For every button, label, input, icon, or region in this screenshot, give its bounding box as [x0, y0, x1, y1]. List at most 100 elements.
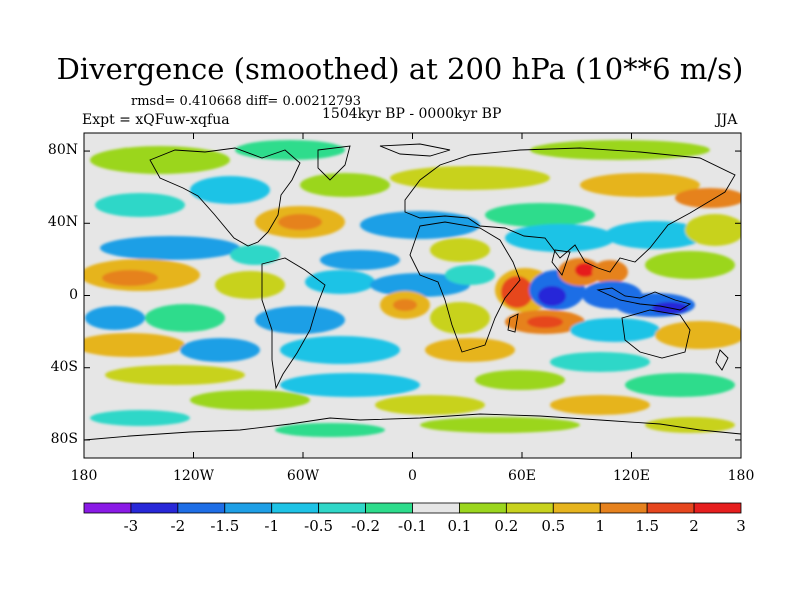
lon-tick-label: 0	[408, 468, 417, 484]
period-label: 1504kyr BP - 0000kyr BP	[322, 106, 502, 122]
field-region	[570, 318, 660, 342]
lat-tick-label: 0	[69, 286, 78, 303]
colorbar-swatch	[130, 502, 179, 514]
field-region	[475, 370, 565, 390]
field-region	[550, 395, 650, 415]
colorbar-swatch	[412, 502, 460, 514]
field-region	[280, 336, 400, 364]
coastline-india	[551, 249, 571, 276]
lon-tick-label: 120E	[613, 468, 650, 484]
field-region	[278, 214, 322, 230]
lon-tick-label: 180	[70, 468, 98, 484]
field-region	[100, 236, 240, 260]
field-region	[527, 316, 563, 328]
colorbar-label: 3	[736, 517, 746, 535]
coastline-eurasia	[404, 147, 736, 273]
field-region	[235, 140, 345, 160]
colorbar-swatch	[177, 502, 226, 514]
field-region	[320, 250, 400, 270]
field-region	[190, 176, 270, 204]
colorbar-label: 0.5	[541, 517, 566, 535]
field-region	[445, 265, 495, 285]
lon-tick-label: 60W	[286, 468, 320, 484]
coastline-africa	[409, 221, 521, 353]
coastline-madagascar	[507, 313, 519, 333]
field-region	[580, 173, 700, 197]
lat-tick-label: 40N	[47, 214, 78, 231]
coastline-new-zealand	[715, 349, 729, 371]
field-region	[675, 188, 741, 208]
lat-tick-label: 80N	[47, 142, 78, 159]
axis-ticks	[83, 133, 742, 458]
divergence-field	[84, 140, 741, 437]
field-region	[102, 270, 158, 286]
colorbar-label: 0.1	[447, 517, 472, 535]
field-region	[530, 140, 710, 160]
field-region	[485, 203, 595, 227]
colorbar-label: -1.5	[210, 517, 240, 535]
field-region	[393, 299, 417, 311]
field-region	[280, 373, 420, 397]
field-region	[230, 245, 280, 265]
field-region	[685, 214, 741, 246]
colorbar-swatch	[552, 502, 601, 514]
colorbar-swatch	[459, 502, 507, 514]
field-region	[84, 333, 185, 357]
experiment-label: Expt = xQFuw-xqfua	[82, 112, 230, 128]
coastline-north-america	[149, 147, 301, 247]
field-region	[375, 395, 485, 415]
field-region	[275, 423, 385, 437]
field-region	[85, 306, 145, 330]
lon-tick-label: 180	[727, 468, 755, 484]
colorbar-label: -1	[264, 517, 280, 535]
coastline-antarctica	[84, 413, 741, 441]
field-region	[180, 338, 260, 362]
colorbar-label: -0.1	[398, 517, 427, 535]
colorbar-label: 2	[689, 517, 699, 535]
lon-tick-label: 60E	[507, 468, 537, 484]
colorbar-swatch	[271, 502, 320, 514]
field-region	[215, 271, 285, 299]
lat-tick-label: 40S	[50, 358, 78, 375]
field-region	[370, 273, 470, 297]
coastline-australia	[621, 309, 691, 359]
field-region	[430, 302, 490, 334]
field-region	[655, 321, 741, 349]
field-region	[95, 193, 185, 217]
field-region	[390, 166, 550, 190]
season-label: JJA	[716, 112, 738, 128]
colorbar-swatch	[693, 502, 742, 514]
lat-tick-label: 80S	[50, 430, 78, 447]
field-region	[255, 306, 345, 334]
colorbar-label: 0.2	[494, 517, 519, 535]
colorbar-swatch	[365, 502, 413, 514]
colorbar-swatch	[224, 502, 273, 514]
field-region	[605, 221, 705, 249]
colorbar-label: -0.5	[304, 517, 334, 535]
field-region	[190, 390, 310, 410]
field-region	[430, 238, 490, 262]
colorbar-label: -2	[170, 517, 186, 535]
colorbar-swatch	[83, 502, 132, 514]
colorbar-label: 1	[595, 517, 605, 535]
field-region	[300, 173, 390, 197]
field-region	[501, 276, 533, 308]
colorbar-swatch	[505, 502, 554, 514]
colorbar	[83, 502, 742, 514]
field-region	[645, 417, 735, 433]
field-region	[420, 417, 580, 433]
field-region	[145, 304, 225, 332]
field-region	[360, 211, 480, 239]
field-region	[105, 365, 245, 385]
plot-title: Divergence (smoothed) at 200 hPa (10**6 …	[56, 52, 744, 86]
colorbar-swatch	[646, 502, 695, 514]
field-region	[625, 373, 735, 397]
field-region	[505, 224, 615, 252]
coastline-greenland	[317, 145, 351, 181]
coastline-arctic	[379, 143, 451, 157]
colorbar-swatch	[318, 502, 366, 514]
field-region	[90, 146, 230, 174]
coastlines	[84, 143, 741, 441]
field-region	[550, 352, 650, 372]
